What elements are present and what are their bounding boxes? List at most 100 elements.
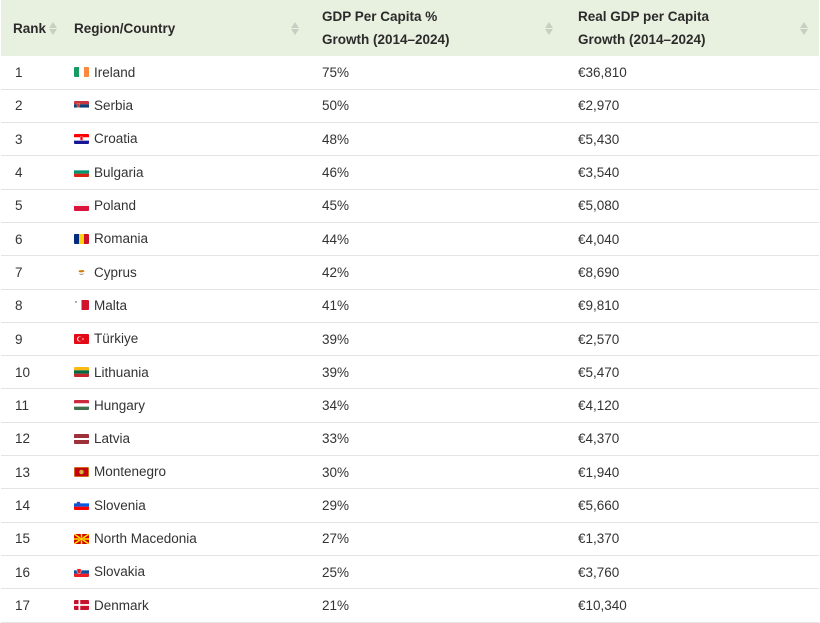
bulgaria-flag-icon (74, 167, 89, 178)
rank-header-label: Rank (13, 20, 47, 36)
sort-arrows-icon[interactable] (799, 17, 809, 39)
table-row: 17 Denmark 21% €10,340 (1, 589, 819, 623)
rank-cell: 11 (15, 398, 30, 414)
table-row: 4 Bulgaria 46% €3,540 (1, 156, 819, 190)
gdp-growth-cell: 44% (322, 231, 350, 247)
gdp-growth-cell: 21% (322, 597, 350, 613)
table-row: 15 North Macedonia 27% €1,370 (1, 522, 819, 556)
table-row: 8 Malta 41% €9,810 (1, 289, 819, 323)
rank-cell: 8 (15, 298, 23, 314)
real-gdp-cell: €5,430 (578, 131, 620, 147)
lithuania-flag-icon (74, 367, 89, 378)
real-gdp-cell: €3,760 (578, 564, 620, 580)
table-row: 9 Türkiye 39% €2,570 (1, 322, 819, 356)
real-gdp-cell: €4,040 (578, 231, 620, 247)
real-gdp-cell: €2,970 (578, 98, 620, 114)
table-row: 6 Romania 44% €4,040 (1, 222, 819, 256)
gdp-growth-cell: 39% (322, 331, 350, 347)
real-gdp-cell: €1,940 (578, 464, 620, 480)
region-cell: Serbia (62, 89, 310, 122)
gdp-growth-cell: 41% (322, 298, 350, 314)
gdp-growth-cell: 46% (322, 165, 350, 181)
slovenia-flag-icon (74, 500, 89, 511)
real-gdp-cell: €4,370 (578, 431, 620, 447)
country-name: Malta (94, 297, 128, 313)
region-cell: Cyprus (62, 256, 310, 289)
cyprus-flag-icon (74, 267, 89, 278)
region-cell: Latvia (62, 422, 310, 455)
gdp-header-line2: Growth (2014–2024) (322, 32, 450, 47)
gdp-growth-cell: 45% (322, 198, 350, 214)
gdp-growth-cell: 39% (322, 364, 350, 380)
real-gdp-cell: €3,540 (578, 165, 620, 181)
gdp-growth-cell: 50% (322, 98, 350, 114)
country-name: Lithuania (94, 364, 149, 380)
rank-cell: 16 (15, 564, 31, 580)
sort-arrows-icon[interactable] (290, 17, 300, 39)
table-row: 13 Montenegro 30% €1,940 (1, 456, 819, 489)
real-gdp-cell: €36,810 (578, 64, 627, 80)
sort-arrows-icon[interactable] (544, 17, 554, 39)
real-header-line1: Real GDP per Capita (578, 9, 710, 24)
region-cell: Croatia (62, 123, 310, 156)
sort-arrows-icon[interactable] (48, 17, 58, 39)
table-row: 11 Hungary 34% €4,120 (1, 389, 819, 423)
gdp-growth-column-header[interactable]: GDP Per Capita % Growth (2014–2024) (310, 0, 564, 56)
real-header-line2: Growth (2014–2024) (578, 32, 706, 47)
region-cell: Montenegro (62, 456, 310, 489)
real-gdp-column-header[interactable]: Real GDP per Capita Growth (2014–2024) (564, 0, 819, 56)
region-cell: Türkiye (62, 322, 310, 355)
header-row: Rank Region/Country GDP Per Capita % Gro… (1, 0, 819, 56)
country-name: Slovenia (94, 497, 146, 513)
table-row: 5 Poland 45% €5,080 (1, 189, 819, 223)
rank-column-header[interactable]: Rank (1, 0, 62, 56)
country-name: Ireland (94, 64, 136, 80)
rank-cell: 1 (15, 64, 23, 80)
real-gdp-cell: €9,810 (578, 298, 620, 314)
region-cell: Ireland (62, 56, 310, 89)
country-name: Slovakia (94, 564, 146, 580)
table-row: 16 Slovakia 25% €3,760 (1, 555, 819, 589)
table-row: 10 Lithuania 39% €5,470 (1, 356, 819, 389)
country-name: Montenegro (94, 464, 167, 480)
region-cell: Bulgaria (62, 156, 310, 189)
hungary-flag-icon (74, 400, 89, 411)
table-row: 2 Serbia 50% €2,970 (1, 89, 819, 123)
region-header-label: Region/Country (74, 20, 176, 36)
region-cell: Romania (62, 222, 310, 255)
real-gdp-cell: €4,120 (578, 398, 620, 414)
region-cell: Slovakia (62, 555, 310, 588)
country-name: Poland (94, 198, 137, 214)
north-macedonia-flag-icon (74, 533, 89, 544)
table-row: 7 Cyprus 42% €8,690 (1, 256, 819, 290)
country-name: Latvia (94, 431, 131, 447)
rank-cell: 15 (15, 531, 31, 547)
country-name: Bulgaria (94, 164, 144, 180)
ireland-flag-icon (74, 67, 89, 78)
real-gdp-cell: €8,690 (578, 264, 620, 280)
real-gdp-cell: €2,570 (578, 331, 620, 347)
slovakia-flag-icon (74, 566, 89, 577)
region-column-header[interactable]: Region/Country (62, 0, 310, 56)
region-cell: Slovenia (62, 489, 310, 522)
region-cell: Malta (62, 289, 310, 322)
latvia-flag-icon (74, 433, 89, 444)
region-cell: Denmark (62, 589, 310, 622)
country-name: Croatia (94, 131, 138, 147)
rank-cell: 7 (15, 264, 23, 280)
croatia-flag-icon (74, 133, 89, 144)
real-gdp-cell: €5,080 (578, 198, 620, 214)
romania-flag-icon (74, 233, 89, 244)
region-cell: North Macedonia (62, 522, 310, 555)
region-cell: Poland (62, 189, 310, 222)
country-name: Hungary (94, 397, 146, 413)
rank-cell: 13 (15, 464, 31, 480)
rank-cell: 5 (15, 198, 23, 214)
rank-cell: 17 (15, 597, 31, 613)
table-row: 3 Croatia 48% €5,430 (1, 123, 819, 156)
montenegro-flag-icon (74, 466, 89, 477)
rank-cell: 9 (15, 331, 23, 347)
rank-cell: 10 (15, 364, 31, 380)
gdp-growth-cell: 29% (322, 498, 350, 513)
